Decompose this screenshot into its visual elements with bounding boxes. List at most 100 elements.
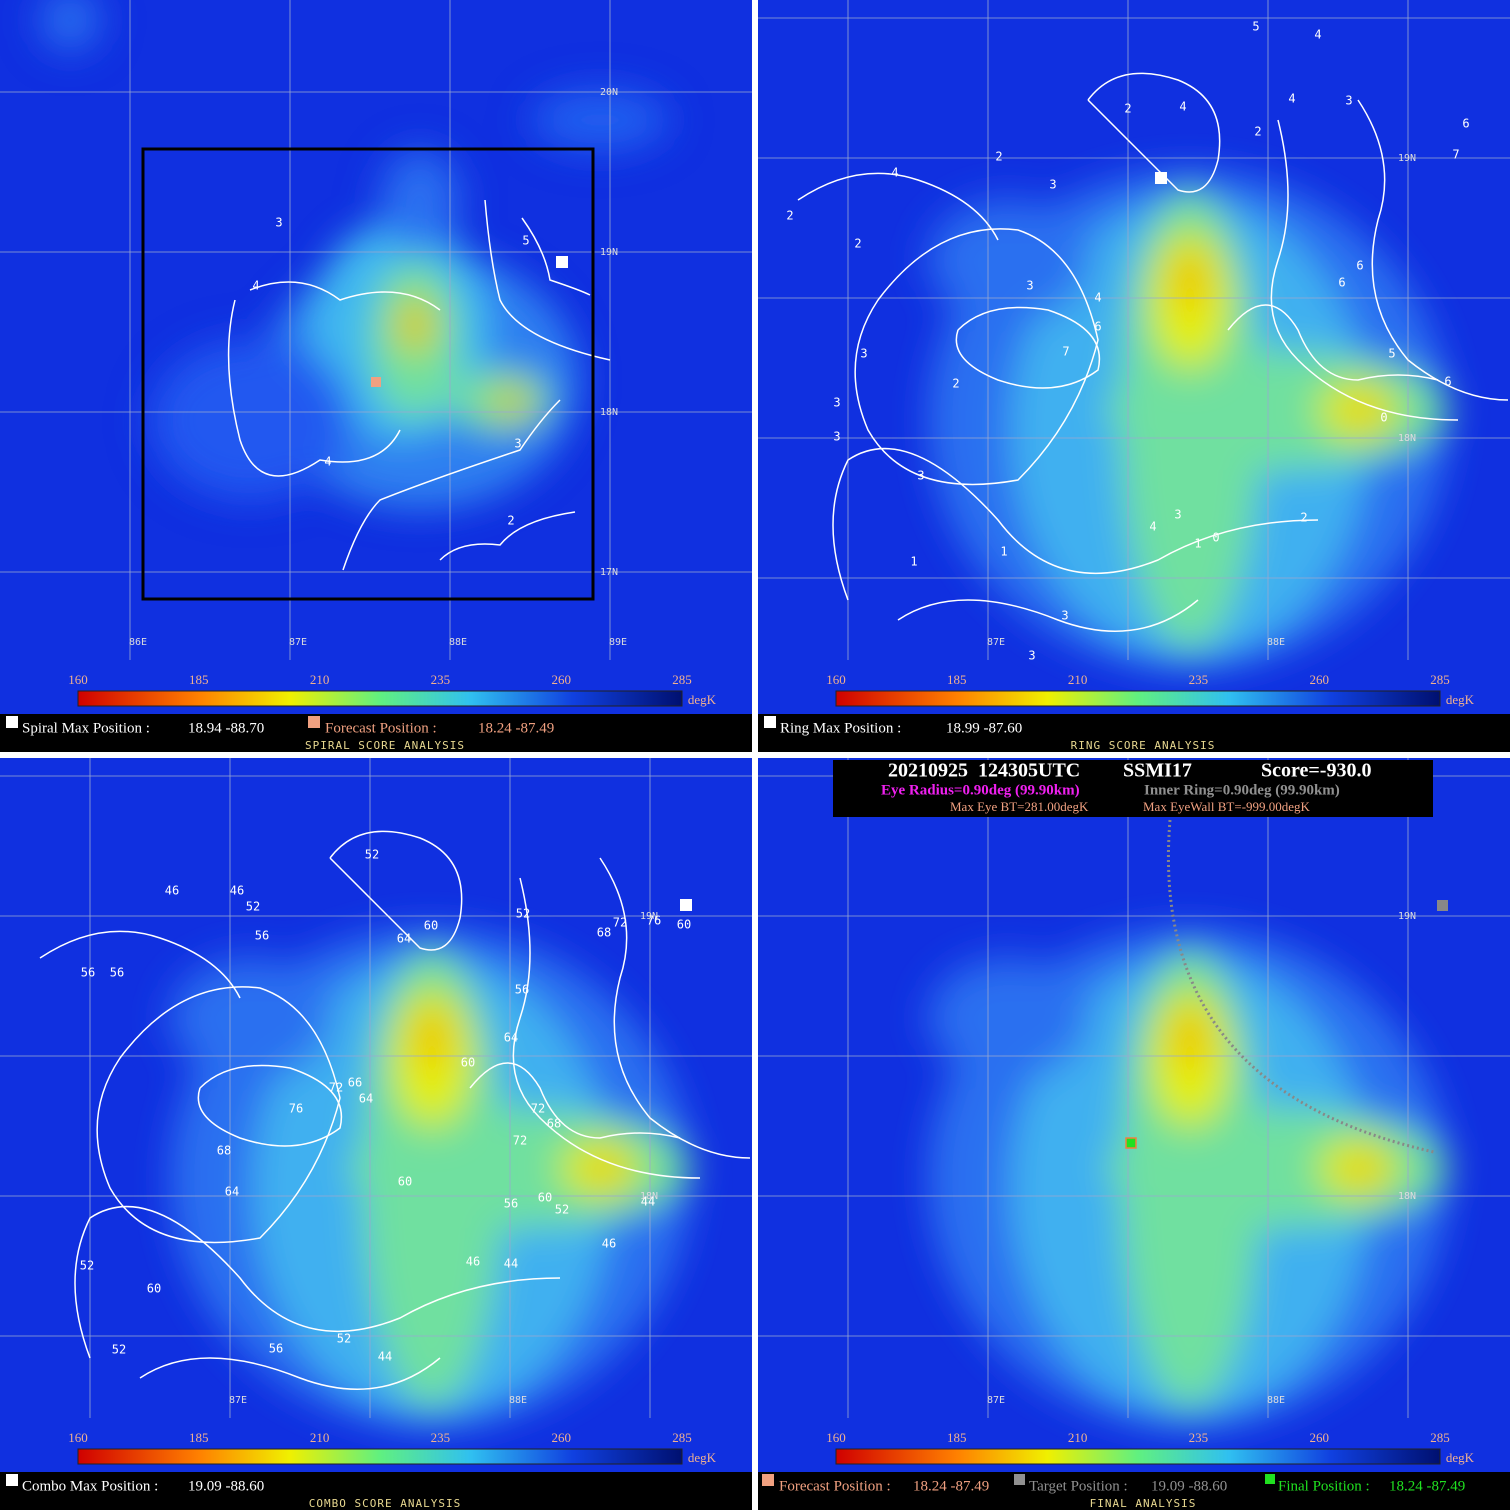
colorbar-tick-label: 210 [1068,672,1088,687]
contour-label: 3 [1345,94,1352,108]
contour-label: 60 [461,1056,475,1070]
forecast-marker-key [308,716,320,728]
contour-label: 52 [555,1203,569,1217]
colorbar-tick-label: 260 [1309,672,1329,687]
contour-label: 4 [324,455,331,469]
contour-label: 3 [1061,609,1068,623]
contour-label: 3 [275,216,282,230]
contour-label: 56 [504,1197,518,1211]
contour-label: 4 [1094,291,1101,305]
contour [955,306,1101,389]
contour-label: 52 [80,1259,94,1273]
lat-label: 20N [600,87,618,98]
colorbar-tick-label: 235 [1189,1430,1209,1445]
analysis-box [141,147,595,601]
contour [1357,99,1509,401]
lon-label: 89E [609,637,627,648]
contour-label: 68 [597,926,611,940]
contour [74,1205,561,1359]
contour-label: 72 [613,916,627,930]
colorbar [835,690,1441,707]
contour-label: 52 [365,848,379,862]
contour-label: 2 [507,514,514,528]
satellite-image: 19N 18N 87E 88E 5 4 3 4 2 4 2 2 4 2 3 6 7 2 3 4 6 7 3 2 3 3 3 1 1 3 3 5… [758,0,1510,714]
brightness-blobs [928,928,1448,1428]
contour-label: 46 [230,884,244,898]
contour-label: 60 [398,1175,412,1189]
contour-label: 3 [1174,508,1181,522]
blob [170,958,330,1078]
contour-label: 7 [1452,148,1459,162]
contour-label: 5 [1388,347,1395,361]
contour [897,599,1199,632]
contour [469,1062,681,1139]
contour-label: 4 [252,279,259,293]
lon-label: 87E [987,637,1005,648]
colorbar [77,1448,683,1465]
footer [758,714,1510,752]
contour [512,877,701,1179]
contour-label: 68 [217,1144,231,1158]
blob [380,150,460,250]
satellite-image: 19N 18N 87E 88E 20210925 124305UTC SSMI17 Scor… [758,758,1510,1472]
contour-label: 52 [337,1332,351,1346]
contour-label: 64 [225,1185,239,1199]
lat-label: 19N [640,911,658,922]
lon-label: 87E [987,1395,1005,1406]
contour-label: 5 [522,234,529,248]
contour-label: 6 [1462,117,1469,131]
contour-label: 60 [677,918,691,932]
colorbar-tick-label: 285 [1430,672,1450,687]
blob [1347,1158,1379,1182]
contour-label: 1 [1000,545,1007,559]
contour-label: 1 [910,555,917,569]
colorbar-tick-label: 160 [826,672,846,687]
blob [1108,350,1448,470]
contour [1270,119,1459,421]
contour-label: 2 [1300,511,1307,525]
contour-label: 60 [147,1282,161,1296]
contour-label: 72 [513,1134,527,1148]
contour [197,1064,343,1147]
colorbar-tick-label: 160 [68,1430,88,1445]
panel-subtitle: SPIRAL SCORE ANALYSIS [305,739,465,752]
colorbar-unit: degK [1446,1450,1475,1465]
max-marker-key [6,1474,18,1486]
blob [1108,1108,1448,1228]
brightness-blobs [928,170,1448,670]
contour-label: 64 [397,932,411,946]
contour [329,830,463,951]
lat-label: 18N [640,1191,658,1202]
forecast-marker-key [762,1474,774,1486]
blob [40,0,100,50]
colorbar-tick-label: 185 [947,672,967,687]
max-eyewall-bt: Max EyeWall BT=-999.00degK [1143,799,1311,814]
colorbar-tick-label: 235 [431,672,451,687]
contour-label: 2 [952,377,959,391]
contour-label: 76 [289,1102,303,1116]
contour-label: 3 [1026,279,1033,293]
footer [0,1472,752,1510]
colorbar-tick-label: 260 [1309,1430,1329,1445]
contour [1087,72,1221,193]
contour [521,217,591,296]
contour [797,172,999,241]
contour-label: 2 [854,237,861,251]
contour [832,447,1319,601]
inner-ring: Inner Ring=0.90deg (99.90km) [1144,782,1340,798]
colorbar-tick-label: 160 [826,1430,846,1445]
blob [928,958,1088,1078]
contour-label: 3 [833,396,840,410]
colorbar-unit: degK [688,1450,717,1465]
contour-label: 66 [348,1076,362,1090]
contour-label: 7 [1062,345,1069,359]
colorbar [77,690,683,707]
colorbar-tick-label: 285 [1430,1430,1450,1445]
target-marker-key [1014,1474,1025,1485]
panel: 19N 18N 87E 88E 20210925 124305UTC SSMI17 Scor… [758,758,1510,1510]
colorbar-unit: degK [1446,692,1475,707]
contour-label: 72 [329,1081,343,1095]
